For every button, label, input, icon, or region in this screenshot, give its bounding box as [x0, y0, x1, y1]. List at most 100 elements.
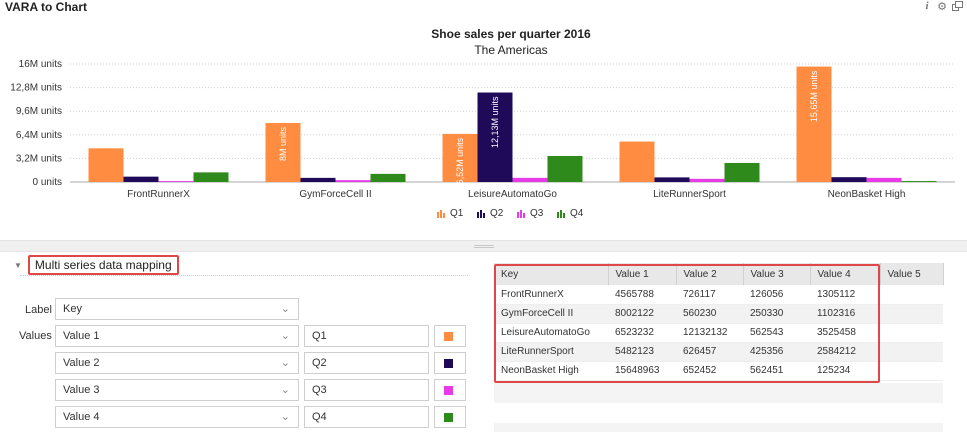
- series-color-picker[interactable]: [434, 379, 466, 401]
- series-name-input[interactable]: [304, 352, 429, 374]
- table-cell: 425356: [743, 342, 810, 362]
- series-color-picker[interactable]: [434, 406, 466, 428]
- table-row[interactable]: NeonBasket High 15648963 652452 562451 12523…: [494, 361, 943, 381]
- table-cell: 15648963: [608, 361, 676, 381]
- y-tick-label: 6,4M units: [16, 130, 62, 141]
- table-cell: 626457: [676, 342, 743, 362]
- table-cell: 250330: [743, 304, 810, 324]
- series-name-input[interactable]: [304, 379, 429, 401]
- data-label: 8M units: [278, 126, 288, 161]
- table-cell: LiteRunnerSport: [494, 342, 608, 362]
- data-table: Key Value 1 Value 2 Value 3 Value 4 Value 5 F…: [494, 263, 944, 381]
- table-cell: 1305112: [810, 285, 880, 305]
- app-title: VARA to Chart: [5, 0, 87, 14]
- table-cell: 6523232: [608, 323, 676, 343]
- table-header-row: Key Value 1 Value 2 Value 3 Value 4 Value 5: [494, 263, 944, 285]
- table-cell: 562451: [743, 361, 810, 381]
- y-tick-label: 16M units: [19, 59, 62, 70]
- table-cell: LeisureAutomatoGo: [494, 323, 608, 343]
- data-label: 6,52M units: [455, 137, 465, 184]
- mapping-panel: ▼ Multi series data mapping Label Key ⌄ …: [0, 252, 490, 432]
- bar-q1-0: [88, 148, 124, 182]
- color-swatch: [444, 413, 453, 422]
- bar-chart: Shoe sales per quarter 2016 The Americas 0…: [10, 27, 955, 219]
- legend-label-q1: Q1: [450, 208, 464, 219]
- series-name-input[interactable]: [304, 406, 429, 428]
- table-cell: [880, 361, 943, 381]
- bar-q2-3: [654, 177, 690, 182]
- chevron-down-icon: ⌄: [280, 303, 290, 315]
- table-cell: 125234: [810, 361, 880, 381]
- section-title: Multi series data mapping: [27, 255, 179, 275]
- legend-swatch-q3: [523, 213, 525, 218]
- chart-subtitle: The Americas: [474, 43, 547, 57]
- value-column-select[interactable]: Value 3 ⌄: [55, 379, 299, 401]
- column-header[interactable]: Key: [494, 263, 609, 285]
- legend-swatch-q2: [480, 210, 482, 218]
- x-tick-label: FrontRunnerX: [127, 189, 190, 200]
- value-column-select[interactable]: Value 1 ⌄: [55, 325, 299, 347]
- x-tick-label: NeonBasket High: [828, 189, 906, 200]
- bar-q2-1: [300, 177, 336, 182]
- column-header[interactable]: Value 4: [810, 263, 881, 285]
- value-column-select[interactable]: Value 2 ⌄: [55, 352, 299, 374]
- table-cell: [880, 323, 943, 343]
- bar-q3-0: [158, 181, 194, 182]
- table-row[interactable]: LiteRunnerSport 5482123 626457 425356 258421…: [494, 342, 943, 362]
- column-header[interactable]: Value 5: [880, 263, 944, 285]
- column-header[interactable]: Value 3: [743, 263, 811, 285]
- table-cell: 652452: [676, 361, 743, 381]
- table-body: FrontRunnerX 4565788 726117 126056 1305112 Gy…: [494, 285, 943, 381]
- series-name-input[interactable]: [304, 325, 429, 347]
- chevron-down-icon: ⌄: [280, 384, 290, 396]
- legend-swatch-q4: [560, 210, 562, 218]
- bar-q4-0: [193, 172, 229, 182]
- collapse-arrow-icon[interactable]: ▼: [14, 260, 22, 270]
- table-cell: 5482123: [608, 342, 676, 362]
- bar-q4-1: [370, 173, 406, 182]
- label-select[interactable]: Key ⌄: [55, 298, 299, 320]
- data-label: 12,13M units: [490, 96, 500, 148]
- column-header[interactable]: Value 2: [676, 263, 744, 285]
- series-color-picker[interactable]: [434, 352, 466, 374]
- chart-panel: Shoe sales per quarter 2016 The Americas 0…: [0, 20, 967, 240]
- x-tick-label: GymForceCell II: [299, 189, 371, 200]
- gear-icon[interactable]: ⚙: [937, 0, 947, 13]
- popout-icon[interactable]: [951, 0, 963, 12]
- table-cell: [880, 285, 943, 305]
- bar-q3-2: [512, 177, 548, 182]
- table-cell: 562543: [743, 323, 810, 343]
- values-caption: Values: [19, 330, 52, 342]
- value-column-select[interactable]: Value 4 ⌄: [55, 406, 299, 428]
- legend-swatch-q3: [520, 210, 522, 218]
- table-cell: [880, 304, 943, 324]
- legend-swatch-q1: [440, 210, 442, 218]
- label-caption: Label: [25, 304, 52, 316]
- value-column-select-value: Value 2: [63, 357, 100, 369]
- panel-splitter[interactable]: [0, 240, 967, 252]
- color-swatch: [444, 332, 453, 341]
- legend-label-q2: Q2: [490, 208, 504, 219]
- chevron-down-icon: ⌄: [280, 411, 290, 423]
- info-icon[interactable]: i: [925, 0, 929, 12]
- splitter-grip[interactable]: [474, 245, 494, 248]
- section-header[interactable]: ▼ Multi series data mapping: [14, 255, 179, 275]
- chevron-down-icon: ⌄: [280, 357, 290, 369]
- table-row[interactable]: GymForceCell II 8002122 560230 250330 110231…: [494, 304, 943, 324]
- column-header[interactable]: Value 1: [608, 263, 677, 285]
- series-color-picker[interactable]: [434, 325, 466, 347]
- table-cell: [880, 342, 943, 362]
- table-cell: 560230: [676, 304, 743, 324]
- title-bar: VARA to Chart i ⚙: [0, 0, 967, 18]
- bar-q1-2: [442, 133, 478, 182]
- bar-q1-3: [619, 141, 655, 182]
- table-row[interactable]: LeisureAutomatoGo 6523232 12132132 562543 35…: [494, 323, 943, 343]
- y-tick-label: 12,8M units: [10, 83, 62, 94]
- bar-q1-4: [796, 66, 832, 182]
- table-row[interactable]: FrontRunnerX 4565788 726117 126056 1305112: [494, 285, 943, 305]
- title-icons: i ⚙: [921, 0, 963, 13]
- legend-swatch-q1: [437, 212, 439, 218]
- table-cell: 726117: [676, 285, 743, 305]
- bar-q2-0: [123, 176, 159, 182]
- table-cell: NeonBasket High: [494, 361, 608, 381]
